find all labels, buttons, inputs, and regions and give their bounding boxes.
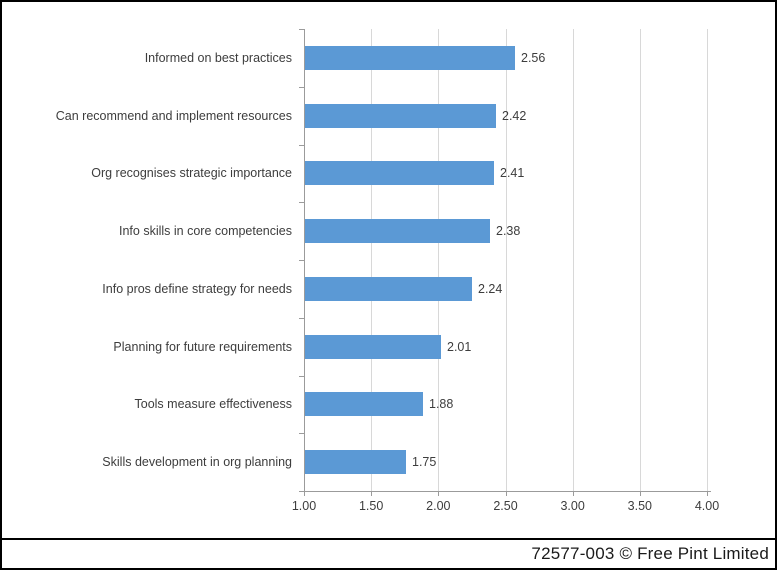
x-axis-tick [371, 491, 373, 496]
category-label: Info skills in core competencies [119, 224, 292, 238]
value-label: 2.41 [500, 166, 525, 180]
x-axis-label: 2.00 [426, 499, 451, 513]
bar [305, 277, 472, 301]
value-label: 1.88 [429, 397, 454, 411]
value-label: 1.75 [412, 455, 437, 469]
category-label: Informed on best practices [144, 51, 292, 65]
category-label: Skills development in org planning [102, 455, 292, 469]
category-label: Planning for future requirements [113, 340, 292, 354]
bar [305, 392, 423, 416]
y-axis-tick [299, 376, 304, 377]
y-axis [304, 29, 305, 491]
value-label: 2.56 [521, 51, 546, 65]
footer-credit: 72577-003 © Free Pint Limited [531, 544, 769, 563]
gridline [639, 29, 641, 491]
x-axis-tick [505, 491, 507, 496]
bar [305, 335, 441, 359]
bar [305, 46, 515, 70]
x-axis-label: 1.50 [358, 499, 384, 513]
category-label: Info pros define strategy for needs [102, 282, 292, 296]
y-axis-tick [299, 29, 304, 30]
gridline [438, 29, 440, 491]
x-axis-tick [639, 491, 641, 496]
value-label: 2.01 [447, 340, 472, 354]
value-label: 2.38 [496, 224, 521, 238]
bar-chart: 1.00 1.50 2.00 2.50 3.00 3.50 4.00 Informed on … [2, 2, 775, 540]
y-axis-tick [299, 318, 304, 319]
y-axis-tick [299, 260, 304, 261]
x-axis-label: 4.00 [694, 499, 720, 513]
bar [305, 104, 496, 128]
bar [305, 450, 406, 474]
category-label: Can recommend and implement resources [55, 109, 292, 123]
x-axis-label: 2.50 [493, 499, 518, 513]
gridline [707, 29, 708, 491]
gridline [371, 29, 373, 491]
y-axis-tick [299, 145, 304, 146]
y-axis-tick [299, 87, 304, 88]
category-label: Tools measure effectiveness [134, 397, 293, 411]
y-axis-tick [299, 491, 304, 492]
x-axis-label: 3.50 [627, 499, 652, 513]
gridline [505, 29, 507, 491]
x-axis-tick [707, 491, 708, 496]
category-label: Org recognises strategic importance [91, 166, 292, 180]
bar [305, 161, 494, 185]
y-axis-tick [299, 202, 304, 203]
x-axis-label: 3.00 [560, 499, 585, 513]
x-axis-tick [572, 491, 574, 496]
bar [305, 219, 490, 243]
y-axis-tick [299, 433, 304, 434]
value-label: 2.24 [478, 282, 503, 296]
gridline [572, 29, 574, 491]
x-axis-tick [304, 491, 305, 496]
footer-bar: 72577-003 © Free Pint Limited [2, 538, 775, 568]
value-label: 2.42 [502, 109, 527, 123]
x-axis-label: 1.00 [291, 499, 317, 513]
x-axis [304, 491, 711, 492]
x-axis-tick [438, 491, 440, 496]
